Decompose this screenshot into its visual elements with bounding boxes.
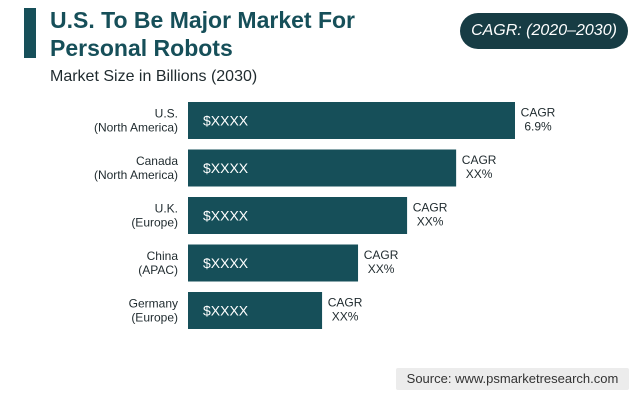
title-accent-bar bbox=[24, 8, 36, 58]
source-note: Source: www.psmarketresearch.com bbox=[396, 368, 629, 390]
bar-1 bbox=[188, 149, 457, 187]
bar-value-label-4: $XXXX bbox=[203, 303, 249, 319]
chart-title-line-2: Personal Robots bbox=[50, 35, 233, 61]
bar-value-label-1: $XXXX bbox=[203, 160, 249, 176]
cagr-label-0: CAGR 6.9% bbox=[521, 106, 556, 134]
chart-title: U.S. To Be Major Market For Personal Rob… bbox=[50, 6, 355, 62]
bar-value-label-2: $XXXX bbox=[203, 208, 249, 224]
category-label-3: China (APAC) bbox=[138, 249, 178, 277]
bar-0 bbox=[188, 102, 515, 139]
cagr-period-badge: CAGR: (2020–2030) bbox=[460, 13, 628, 49]
category-label-2: U.K. (Europe) bbox=[131, 202, 178, 230]
bar-value-label-0: $XXXX bbox=[203, 113, 249, 129]
bar-4 bbox=[188, 292, 323, 329]
bar-value-label-3: $XXXX bbox=[203, 255, 249, 271]
category-label-4: Germany (Europe) bbox=[129, 297, 178, 325]
cagr-label-4: CAGR XX% bbox=[328, 296, 363, 324]
cagr-label-1: CAGR XX% bbox=[462, 153, 497, 181]
bar-2 bbox=[188, 197, 408, 234]
cagr-label-2: CAGR XX% bbox=[413, 201, 448, 229]
bar-3 bbox=[188, 244, 359, 282]
category-label-0: U.S. (North America) bbox=[94, 107, 178, 135]
chart-title-line-1: U.S. To Be Major Market For bbox=[50, 7, 356, 33]
cagr-label-3: CAGR XX% bbox=[364, 248, 399, 276]
chart-subtitle: Market Size in Billions (2030) bbox=[50, 68, 258, 85]
category-label-1: Canada (North America) bbox=[94, 154, 178, 182]
